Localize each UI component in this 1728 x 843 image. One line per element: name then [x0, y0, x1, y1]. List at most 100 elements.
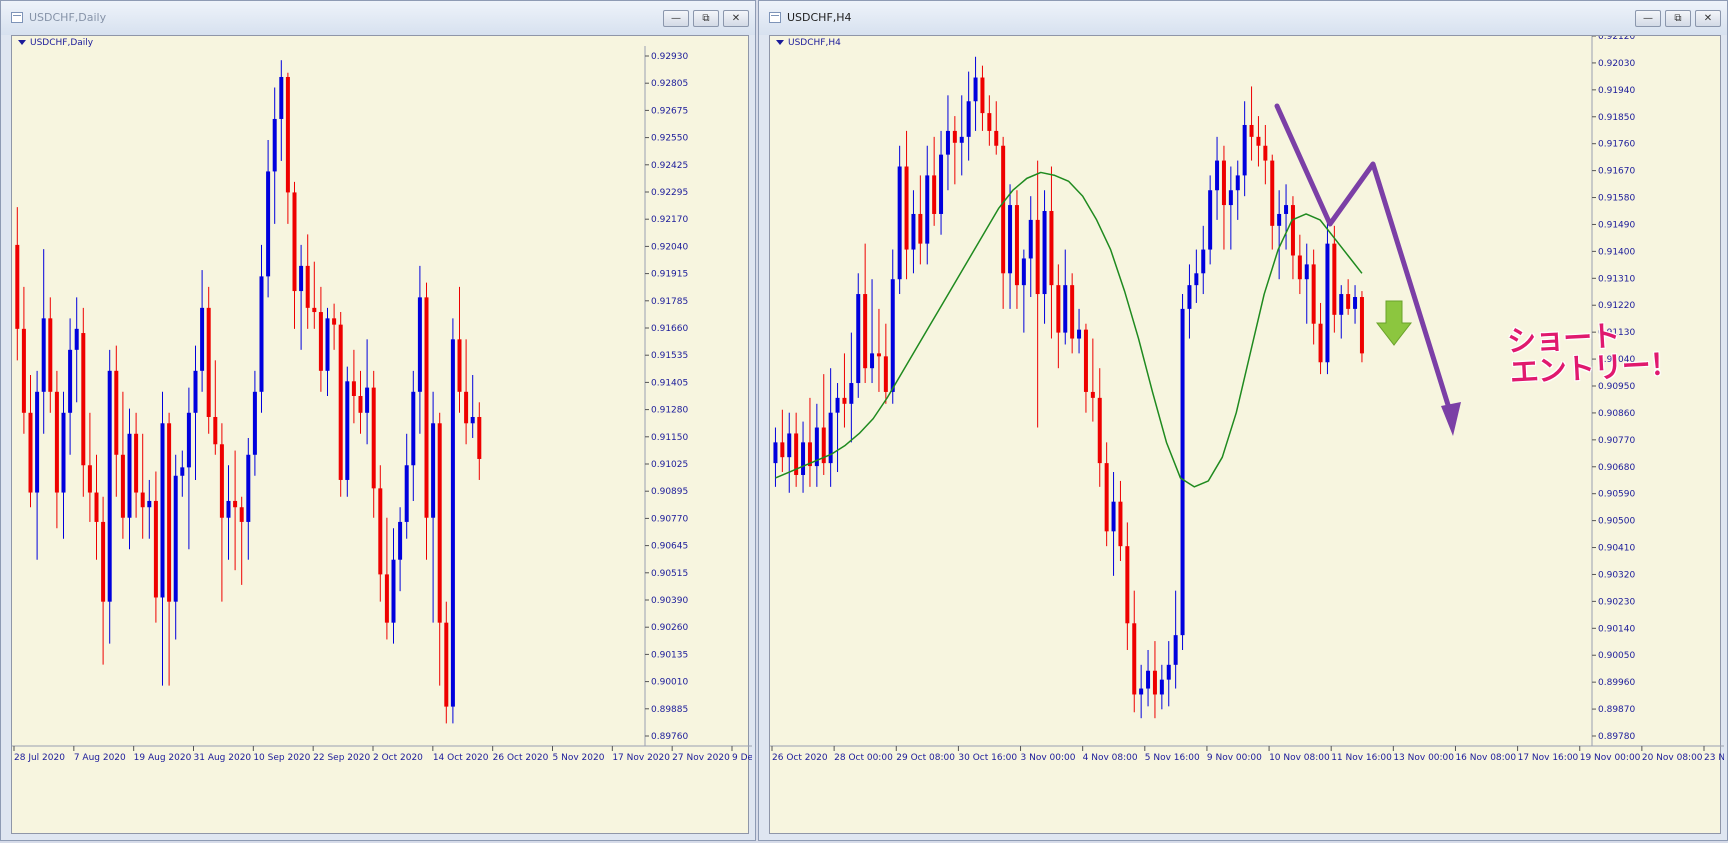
- x-tick-label: 17 Nov 2020: [612, 753, 670, 763]
- h4-chart-window[interactable]: USDCHF,H4 — ⧉ ✕ 0.92120 0.92030 0.91940 0.9…: [758, 0, 1728, 841]
- minimize-button[interactable]: —: [663, 10, 689, 27]
- y-tick-label: 0.90140: [1598, 624, 1635, 634]
- bear-candle: [28, 412, 33, 493]
- bull-candle: [939, 154, 944, 214]
- y-tick-label: 0.91760: [1598, 140, 1635, 150]
- bear-candle: [842, 397, 847, 404]
- bear-candle: [318, 312, 323, 371]
- bear-candle: [932, 175, 937, 214]
- daily-candlestick-chart[interactable]: 0.92930 0.92805 0.92675 0.92550 0.92425 0.922…: [12, 36, 752, 837]
- short-entry-annotation: ショート エントリー！: [1506, 318, 1678, 390]
- bull-candle: [299, 265, 304, 292]
- dropdown-triangle-icon[interactable]: [18, 40, 26, 45]
- bull-candle: [1111, 501, 1116, 532]
- bull-candle: [1325, 243, 1330, 363]
- bull-candle: [431, 423, 436, 518]
- bear-candle: [1056, 285, 1061, 333]
- moving-average-line: [775, 171, 1363, 488]
- y-tick-label: 0.90770: [1598, 436, 1635, 446]
- x-tick-label: 10 Sep 2020: [253, 753, 310, 763]
- y-tick-label: 0.91405: [651, 378, 688, 388]
- bull-candle: [365, 387, 370, 413]
- title-bar[interactable]: USDCHF,Daily — ⧉ ✕: [1, 1, 755, 35]
- x-tick-label: 2 Oct 2020: [373, 753, 423, 763]
- restore-button[interactable]: ⧉: [693, 10, 719, 27]
- chart-area[interactable]: 0.92120 0.92030 0.91940 0.91850 0.91760 0.916…: [769, 35, 1724, 837]
- h4-candlestick-chart[interactable]: 0.92120 0.92030 0.91940 0.91850 0.91760 0.916…: [770, 36, 1724, 837]
- title-bar[interactable]: USDCHF,H4 — ⧉ ✕: [759, 1, 1727, 35]
- bear-candle: [233, 500, 238, 508]
- window-title: USDCHF,Daily: [29, 11, 107, 24]
- y-tick-label: 0.91915: [651, 270, 688, 280]
- bear-candle: [1049, 211, 1054, 286]
- bull-candle: [959, 136, 964, 143]
- bull-candle: [856, 294, 861, 384]
- y-tick-label: 0.92930: [651, 52, 688, 62]
- bear-candle: [358, 396, 363, 413]
- bull-candle: [1242, 124, 1247, 176]
- y-tick-label: 0.92030: [1598, 59, 1635, 69]
- bear-candle: [1014, 205, 1019, 286]
- bear-candle: [239, 507, 244, 522]
- y-tick-label: 0.90410: [1598, 544, 1635, 554]
- bull-candle: [417, 297, 422, 392]
- bear-candle: [1035, 219, 1040, 295]
- bull-candle: [266, 171, 271, 277]
- y-tick-label: 0.90390: [651, 596, 688, 606]
- x-tick-label: 5 Nov 16:00: [1145, 753, 1200, 763]
- restore-button[interactable]: ⧉: [1665, 10, 1691, 27]
- y-tick-label: 0.89760: [651, 732, 688, 742]
- y-tick-label: 0.90590: [1598, 490, 1635, 500]
- y-tick-label: 0.92040: [651, 242, 688, 252]
- bull-candle: [925, 175, 930, 244]
- bull-candle: [180, 467, 185, 476]
- bear-candle: [980, 77, 985, 114]
- bull-candle: [1042, 211, 1047, 295]
- daily-chart-window[interactable]: USDCHF,Daily — ⧉ ✕ 0.92930 0.92805 0.92675…: [0, 0, 756, 841]
- y-tick-label: 0.92295: [651, 188, 688, 198]
- close-button[interactable]: ✕: [1695, 10, 1721, 27]
- y-tick-label: 0.91130: [1598, 328, 1635, 338]
- bear-candle: [794, 433, 799, 475]
- bull-candle: [890, 279, 895, 392]
- bull-candle: [1146, 670, 1151, 689]
- bull-candle: [1353, 297, 1358, 309]
- x-tick-label: 23 Nov 16:00: [1704, 753, 1724, 763]
- bear-candle: [1125, 546, 1130, 624]
- bull-candle: [226, 500, 231, 518]
- bear-candle: [952, 130, 957, 143]
- minimize-button[interactable]: —: [1635, 10, 1661, 27]
- bear-candle: [883, 356, 888, 392]
- y-tick-label: 0.91850: [1598, 113, 1635, 123]
- y-tick-label: 0.91040: [1598, 355, 1635, 365]
- bull-candle: [41, 318, 46, 392]
- y-tick-label: 0.91400: [1598, 247, 1635, 257]
- y-tick-label: 0.91580: [1598, 194, 1635, 204]
- bear-candle: [81, 333, 86, 466]
- y-tick-label: 0.90230: [1598, 597, 1635, 607]
- bull-candle: [173, 475, 178, 602]
- bear-candle: [134, 433, 139, 493]
- bear-candle: [424, 297, 429, 518]
- dropdown-triangle-icon[interactable]: [776, 40, 784, 45]
- bear-candle: [1104, 463, 1109, 532]
- bull-candle: [259, 276, 264, 392]
- bear-candle: [140, 492, 145, 508]
- window-title: USDCHF,H4: [787, 11, 852, 24]
- bull-candle: [1215, 160, 1220, 191]
- bull-candle: [147, 500, 152, 508]
- close-button[interactable]: ✕: [723, 10, 749, 27]
- chart-area[interactable]: 0.92930 0.92805 0.92675 0.92550 0.92425 0.922…: [11, 35, 752, 837]
- x-tick-label: 20 Nov 08:00: [1642, 753, 1703, 763]
- x-tick-label: 4 Nov 08:00: [1083, 753, 1138, 763]
- y-tick-label: 0.90500: [1598, 517, 1635, 527]
- x-tick-label: 26 Oct 2020: [772, 753, 828, 763]
- y-tick-label: 0.92120: [1598, 36, 1635, 42]
- bear-candle: [21, 328, 26, 413]
- x-tick-label: 3 Nov 00:00: [1021, 753, 1076, 763]
- bull-candle: [61, 412, 66, 493]
- bull-candle: [1166, 664, 1171, 680]
- bear-candle: [1249, 124, 1254, 137]
- y-tick-label: 0.91150: [651, 433, 688, 443]
- bear-candle: [1097, 397, 1102, 464]
